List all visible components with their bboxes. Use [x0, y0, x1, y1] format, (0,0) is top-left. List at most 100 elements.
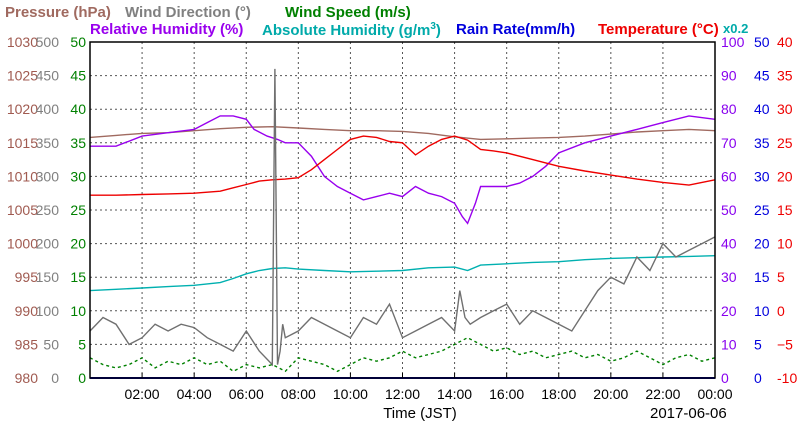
y-tick-label-rain-rate: 15: [754, 269, 770, 285]
y-tick-label-pressure: 985: [15, 336, 39, 352]
y-tick-label-temperature: -10: [777, 370, 797, 386]
x-tick-label: 08:00: [281, 386, 316, 402]
x-tick-label: 16:00: [489, 386, 524, 402]
y-tick-label-wind-speed: 0: [78, 370, 86, 386]
y-ticks: 9809859909951000100510101015102010251030…: [7, 34, 798, 386]
series-absolute-humidity: [89, 255, 716, 292]
legend-relative-humidity: Relative Humidity (%): [90, 21, 244, 38]
legend-rain-scale-note: x0.2: [723, 21, 749, 36]
y-tick-label-temperature: 30: [777, 101, 793, 117]
y-tick-label-wind-direction: 450: [36, 68, 60, 84]
x-axis-label: Time (JST): [383, 405, 457, 422]
y-tick-label-wind-direction: 0: [51, 370, 59, 386]
y-tick-label-wind-speed: 30: [70, 168, 86, 184]
y-tick-label-rain-rate: 0: [754, 370, 762, 386]
x-tick-label: 20:00: [593, 386, 628, 402]
y-tick-label-pressure: 1000: [7, 236, 38, 252]
y-tick-label-relative-humidity: 80: [721, 101, 737, 117]
legend-wind-speed: Wind Speed (m/s): [285, 4, 411, 21]
y-tick-label-relative-humidity: 70: [721, 135, 737, 151]
x-ticks: 02:00 04:00 06:00 08:00 10:00 12:00 14:00 16:00…: [125, 373, 733, 402]
series-pressure: [89, 125, 716, 141]
x-tick-label: 22:00: [645, 386, 680, 402]
legend-rain-rate: Rain Rate(mm/h): [456, 21, 576, 38]
y-tick-label-wind-speed: 10: [70, 303, 86, 319]
y-tick-label-wind-direction: 50: [43, 336, 59, 352]
x-tick-label: 10:00: [333, 386, 368, 402]
y-tick-label-temperature: −5: [777, 336, 793, 352]
y-tick-label-relative-humidity: 30: [721, 269, 737, 285]
legend-absolute-humidity-prefix: Absolute Humidity (g/m: [262, 22, 431, 39]
y-tick-label-relative-humidity: 20: [721, 303, 737, 319]
y-tick-label-pressure: 1020: [7, 101, 38, 117]
y-tick-label-wind-direction: 200: [36, 236, 60, 252]
y-tick-label-wind-speed: 5: [78, 336, 86, 352]
y-tick-label-wind-direction: 300: [36, 168, 60, 184]
y-tick-label-relative-humidity: 10: [721, 336, 737, 352]
y-tick-label-temperature: 15: [777, 202, 793, 218]
y-tick-label-rain-rate: 5: [754, 336, 762, 352]
y-tick-label-relative-humidity: 50: [721, 202, 737, 218]
legend-temperature: Temperature (°C): [598, 21, 719, 38]
y-tick-label-wind-direction: 150: [36, 269, 60, 285]
series-temperature: [90, 135, 716, 196]
legend-pressure: Pressure (hPa): [5, 4, 111, 21]
y-tick-label-relative-humidity: 60: [721, 168, 737, 184]
y-tick-label-pressure: 995: [15, 269, 39, 285]
x-tick-label: 12:00: [385, 386, 420, 402]
x-tick-label: 00:00: [697, 386, 732, 402]
date-label: 2017-06-06: [650, 405, 727, 422]
y-tick-label-rain-rate: 35: [754, 135, 770, 151]
y-tick-label-temperature: 5: [777, 269, 785, 285]
y-tick-label-wind-speed: 15: [70, 269, 86, 285]
y-tick-label-temperature: 25: [777, 135, 793, 151]
y-tick-label-wind-speed: 45: [70, 68, 86, 84]
y-tick-label-pressure: 1005: [7, 202, 38, 218]
y-tick-label-rain-rate: 45: [754, 68, 770, 84]
y-tick-label-wind-speed: 40: [70, 101, 86, 117]
y-tick-label-relative-humidity: 90: [721, 68, 737, 84]
legend-wind-direction: Wind Direction (°): [125, 4, 251, 21]
y-tick-label-rain-rate: 10: [754, 303, 770, 319]
y-tick-label-pressure: 1010: [7, 168, 38, 184]
x-tick-label: 06:00: [229, 386, 264, 402]
y-tick-label-pressure: 990: [15, 303, 39, 319]
y-tick-label-rain-rate: 50: [754, 34, 770, 50]
y-tick-label-wind-direction: 100: [36, 303, 60, 319]
y-tick-label-rain-rate: 40: [754, 101, 770, 117]
y-tick-label-temperature: 0: [777, 303, 785, 319]
x-tick-label: 02:00: [125, 386, 160, 402]
y-tick-label-wind-direction: 250: [36, 202, 60, 218]
x-tick-label: 18:00: [541, 386, 576, 402]
legend-absolute-humidity-sup: 3: [430, 21, 436, 32]
y-tick-label-pressure: 1015: [7, 135, 38, 151]
y-tick-label-wind-direction: 350: [36, 135, 60, 151]
y-tick-label-temperature: 40: [777, 34, 793, 50]
y-tick-label-temperature: 35: [777, 68, 793, 84]
y-tick-label-wind-speed: 25: [70, 202, 86, 218]
y-tick-label-rain-rate: 20: [754, 236, 770, 252]
x-tick-label: 04:00: [177, 386, 212, 402]
y-tick-label-pressure: 1025: [7, 68, 38, 84]
y-tick-label-relative-humidity: 100: [721, 34, 745, 50]
y-tick-label-wind-direction: 400: [36, 101, 60, 117]
legend-absolute-humidity: Absolute Humidity (g/m3): [262, 21, 441, 39]
y-tick-label-rain-rate: 25: [754, 202, 770, 218]
grid: [90, 42, 715, 378]
y-tick-label-temperature: 10: [777, 236, 793, 252]
series-wind-direction: [89, 68, 716, 367]
y-tick-label-rain-rate: 30: [754, 168, 770, 184]
y-tick-label-pressure: 1030: [7, 34, 38, 50]
y-tick-label-pressure: 980: [15, 370, 39, 386]
y-tick-label-wind-speed: 35: [70, 135, 86, 151]
y-tick-label-wind-direction: 500: [36, 34, 60, 50]
y-tick-label-wind-speed: 50: [70, 34, 86, 50]
legend-absolute-humidity-suffix: ): [435, 22, 441, 39]
y-tick-label-wind-speed: 20: [70, 236, 86, 252]
y-tick-label-relative-humidity: 40: [721, 236, 737, 252]
y-tick-label-relative-humidity: 0: [721, 370, 729, 386]
series-wind-speed: [89, 336, 716, 373]
x-tick-label: 14:00: [437, 386, 472, 402]
y-tick-label-temperature: 20: [777, 168, 793, 184]
